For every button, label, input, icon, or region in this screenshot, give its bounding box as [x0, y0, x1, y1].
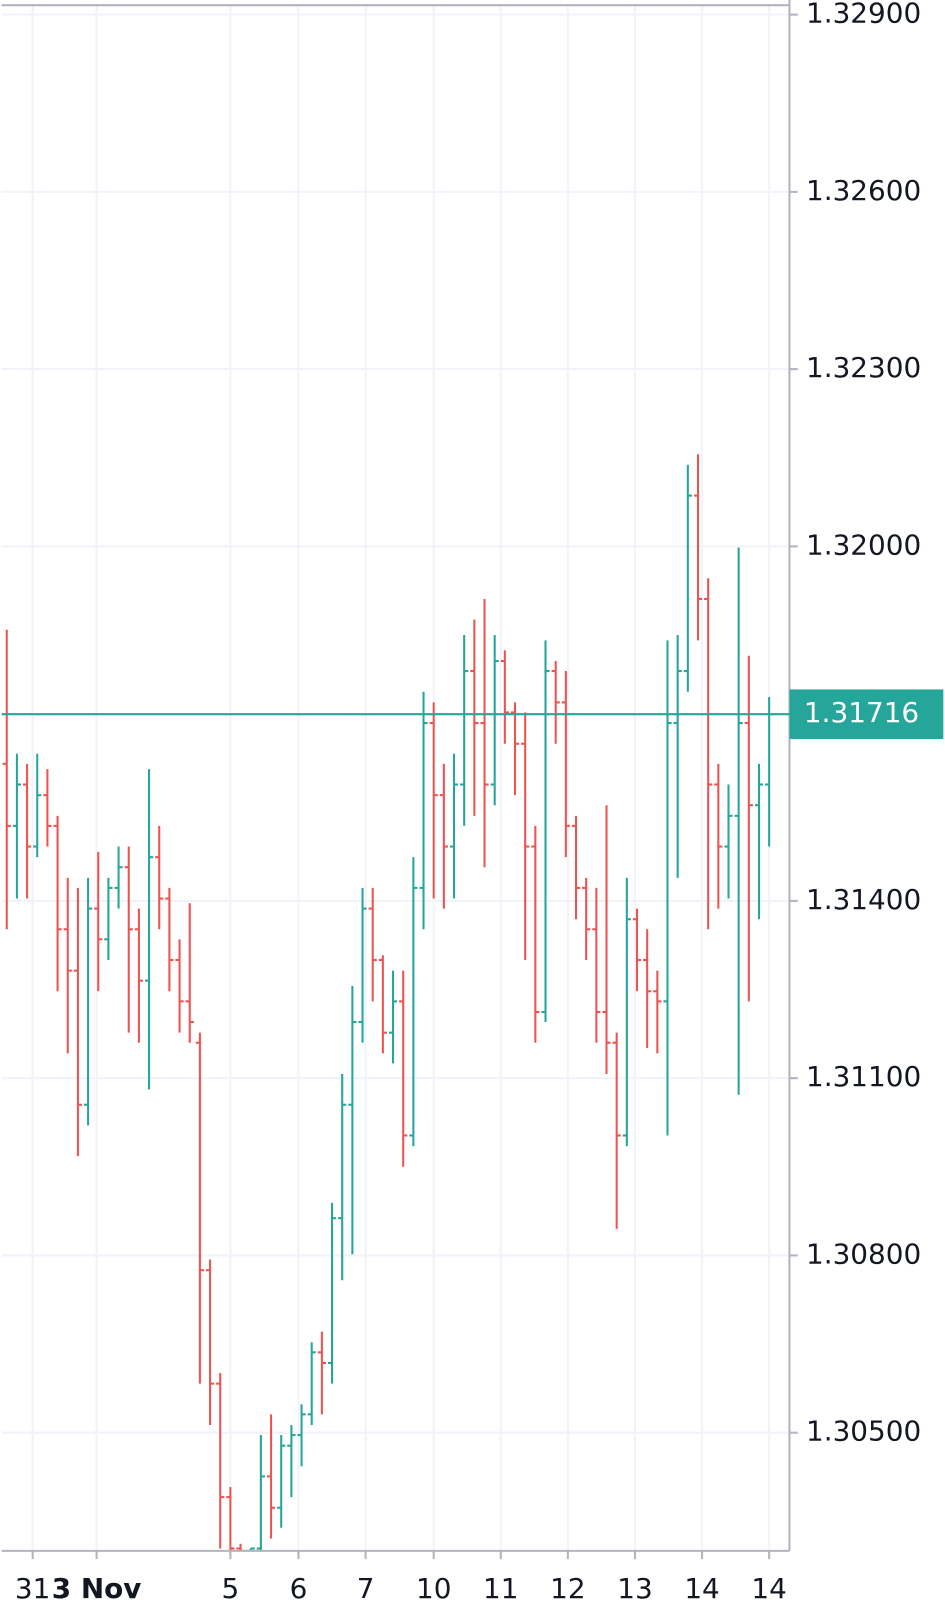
x-tick-label: 6: [290, 1572, 308, 1605]
x-tick-label: 14: [751, 1572, 786, 1605]
x-tick-label: 14: [684, 1572, 719, 1605]
x-tick-label: 13: [617, 1572, 652, 1605]
x-tick-label: 10: [416, 1572, 451, 1605]
plot-cover-right: [789, 0, 944, 1619]
last-price-label: 1.31716: [804, 696, 919, 729]
y-tick-label: 1.30500: [806, 1415, 921, 1448]
y-tick-label: 1.30800: [806, 1237, 921, 1270]
last-price-box: [789, 689, 944, 739]
x-tick-label: 3 Nov: [52, 1572, 142, 1605]
x-tick-label: 11: [483, 1572, 518, 1605]
y-tick-label: 1.32000: [806, 528, 921, 561]
y-tick-label: 1.31400: [806, 883, 921, 916]
y-tick-label: 1.32300: [806, 351, 921, 384]
x-tick-label: 12: [550, 1572, 585, 1605]
x-tick-label: 7: [357, 1572, 375, 1605]
y-tick-label: 1.32600: [806, 174, 921, 207]
y-tick-label: 1.31100: [806, 1060, 921, 1093]
x-tick-label: 31: [15, 1572, 50, 1605]
plot-cover-bottom: [1, 1550, 944, 1619]
y-tick-label: 1.32900: [806, 0, 921, 30]
x-tick-label: 5: [222, 1572, 240, 1605]
